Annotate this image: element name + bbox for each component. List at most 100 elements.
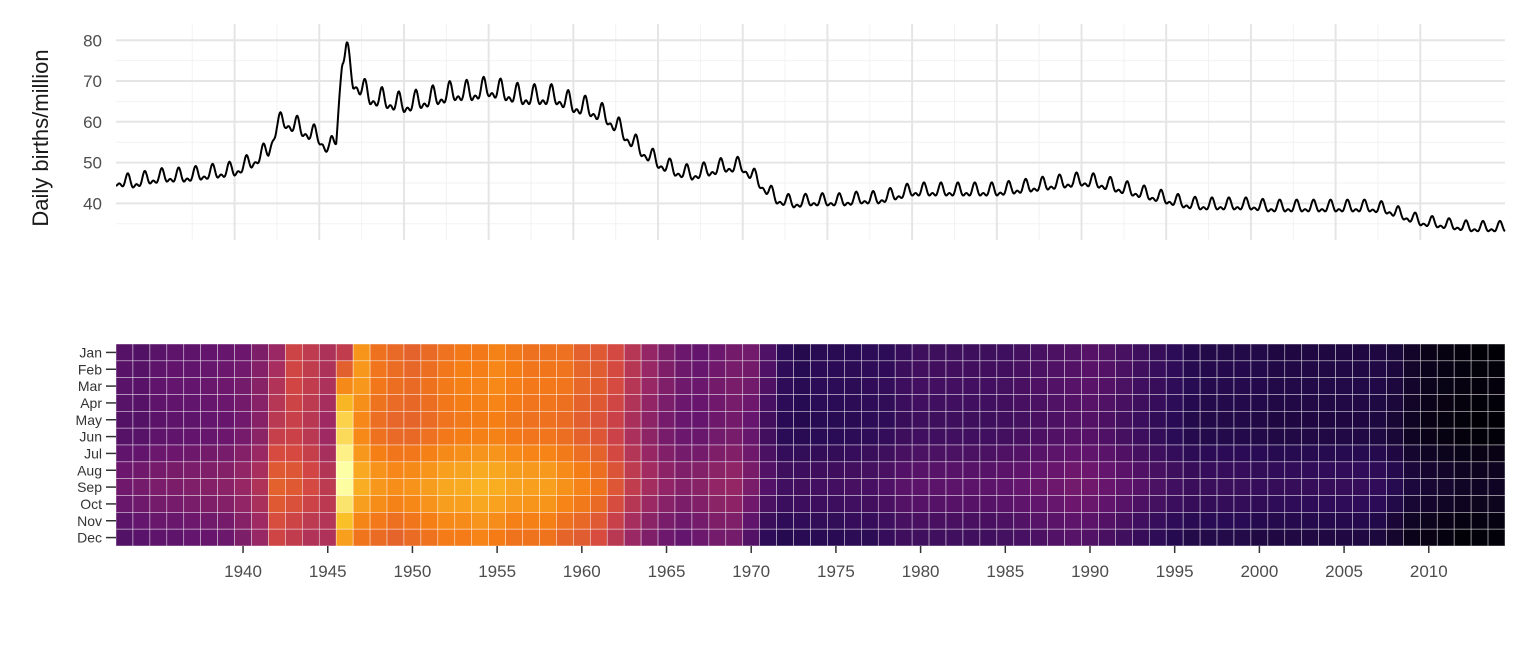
heatmap-cell <box>691 360 710 378</box>
heatmap-cell <box>556 394 574 412</box>
heatmap-cell <box>1436 512 1455 530</box>
heatmap-cell <box>471 478 489 496</box>
heatmap-cell <box>1216 411 1235 429</box>
heatmap-cell <box>742 495 760 513</box>
heatmap-cell <box>928 512 947 530</box>
heatmap-cell <box>149 377 168 395</box>
heatmap-cell <box>403 495 422 513</box>
heatmap-cell <box>708 394 727 412</box>
heatmap-cell <box>251 377 269 395</box>
heatmap-cell <box>115 461 134 479</box>
heatmap-cell <box>1233 528 1252 547</box>
heatmap-cell <box>776 495 794 513</box>
heatmap-cell <box>200 394 218 412</box>
heatmap-cell <box>945 444 964 463</box>
heatmap-cell <box>1369 478 1387 496</box>
heatmap-cell <box>1081 444 1099 463</box>
heatmap-cell <box>1047 343 1065 362</box>
heatmap-cell <box>302 360 320 378</box>
heatmap-cell <box>200 495 218 513</box>
heatmap-cell <box>1453 343 1472 362</box>
heatmap-cell <box>115 444 134 463</box>
heatmap-cell <box>1352 495 1370 513</box>
heatmap-cell <box>1250 427 1269 446</box>
heatmap-cell <box>302 495 320 513</box>
heatmap-cell <box>1318 495 1336 513</box>
heatmap-cell <box>132 360 151 378</box>
month-tick-label: Feb <box>78 361 102 377</box>
heatmap-cell <box>369 478 388 496</box>
heatmap-cell <box>1420 528 1438 547</box>
year-tick-label: 1965 <box>648 562 686 581</box>
heatmap-cell <box>1233 360 1252 378</box>
heatmap-cell <box>539 528 557 547</box>
heatmap-cell <box>115 343 134 362</box>
heatmap-cell <box>1386 377 1404 395</box>
heatmap-cell <box>1487 478 1506 496</box>
heatmap-cell <box>844 444 862 463</box>
heatmap-cell <box>742 394 760 412</box>
heatmap-cell <box>1013 377 1032 395</box>
heatmap-cell <box>962 360 981 378</box>
heatmap-cell <box>1064 478 1082 496</box>
heatmap-cell <box>742 427 760 446</box>
heatmap-cell <box>251 427 269 446</box>
heatmap-cell <box>1267 360 1286 378</box>
heatmap-cell <box>1403 495 1421 513</box>
heatmap-cell <box>1098 478 1116 496</box>
heatmap-cell <box>742 360 760 378</box>
heatmap-cell <box>1030 444 1048 463</box>
heatmap-cell <box>793 377 811 395</box>
heatmap-cell <box>1216 427 1235 446</box>
heatmap-cell <box>1267 512 1286 530</box>
heatmap-cell <box>1165 495 1184 513</box>
heatmap-cell <box>725 427 744 446</box>
heatmap-cell <box>674 444 693 463</box>
month-tick-label: Oct <box>80 496 102 512</box>
heatmap-cell <box>268 411 286 429</box>
heatmap-cell <box>1098 394 1116 412</box>
heatmap-cell <box>369 495 388 513</box>
heatmap-cell <box>369 512 388 530</box>
heatmap-cell <box>691 478 710 496</box>
heatmap-cell <box>1132 512 1150 530</box>
heatmap-cell <box>454 461 473 479</box>
heatmap-cell <box>589 495 608 513</box>
heatmap-cell <box>1047 528 1065 547</box>
heatmap-cell <box>1115 461 1133 479</box>
heatmap-cells <box>115 343 1506 547</box>
heatmap-cell <box>318 411 337 429</box>
heatmap-cell <box>793 360 811 378</box>
heatmap-cell <box>556 444 574 463</box>
year-tick-label: 1990 <box>1071 562 1109 581</box>
heatmap-cell <box>1386 427 1404 446</box>
heatmap-cell <box>234 528 252 547</box>
heatmap-cell <box>674 343 693 362</box>
heatmap-cell <box>1369 427 1387 446</box>
heatmap-cell <box>1132 411 1150 429</box>
heatmap-cell <box>945 343 964 362</box>
heatmap-cell <box>318 343 337 362</box>
heatmap-cell <box>1403 461 1421 479</box>
heatmap-cell <box>318 394 337 412</box>
heatmap-cell <box>928 495 947 513</box>
heatmap-cell <box>1148 411 1167 429</box>
heatmap-cell <box>623 495 642 513</box>
heatmap-cell <box>1420 343 1438 362</box>
heatmap-cell <box>369 394 388 412</box>
month-tick-label: Nov <box>77 513 102 529</box>
heatmap-cell <box>640 411 659 429</box>
heatmap-cell <box>674 427 693 446</box>
heatmap-cell <box>1148 360 1167 378</box>
heatmap-cell <box>1098 427 1116 446</box>
heatmap-cell <box>217 343 235 362</box>
heatmap-cell <box>488 461 506 479</box>
heatmap-cell <box>894 461 913 479</box>
heatmap-cell <box>962 528 981 547</box>
heatmap-cell <box>1267 411 1286 429</box>
heatmap-cell <box>403 343 422 362</box>
heatmap-cell <box>149 343 168 362</box>
heatmap-cell <box>1216 360 1235 378</box>
heatmap-cell <box>437 528 456 547</box>
heatmap-cell <box>1420 427 1438 446</box>
